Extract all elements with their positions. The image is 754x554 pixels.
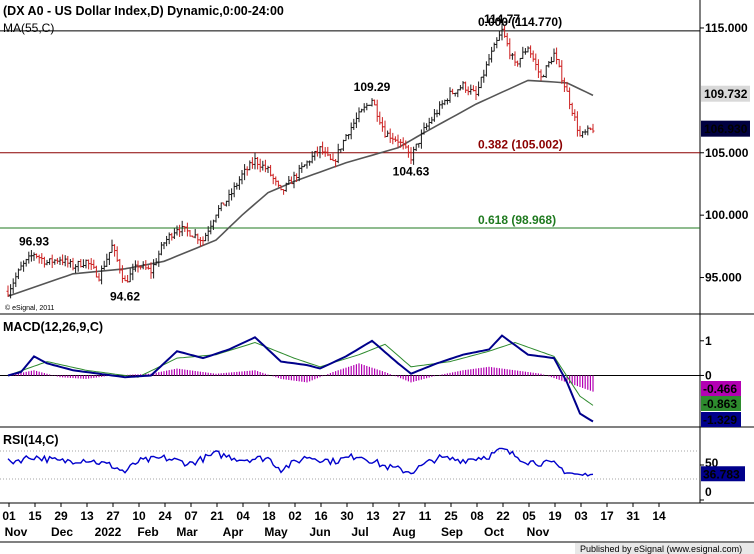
time-tick-label: 29: [54, 509, 68, 523]
time-tick-label: 24: [158, 509, 172, 523]
macd-badge: -1.329: [703, 413, 737, 427]
time-tick-label: 01: [2, 509, 16, 523]
moving-average-line: [7, 79, 594, 298]
esignal-credit: © eSignal, 2011: [5, 304, 55, 312]
macd-signal-line: [7, 341, 594, 406]
chart-title: (DX A0 - US Dollar Index,D) Dynamic,0:00…: [3, 4, 284, 18]
time-tick-label: 25: [444, 509, 458, 523]
time-tick-label: 16: [314, 509, 328, 523]
month-label: Nov: [527, 525, 550, 539]
time-tick-label: 30: [340, 509, 354, 523]
macd-badge: -0.466: [703, 382, 737, 396]
price-badge-bg: [701, 120, 750, 137]
published-credit: Published by eSignal (www.esignal.com): [580, 544, 742, 554]
price-badge-bg: [701, 85, 750, 102]
price-annotation: 104.63: [393, 164, 430, 178]
rsi-line: [7, 447, 594, 477]
month-label: Jul: [351, 525, 368, 539]
time-tick-label: 05: [522, 509, 536, 523]
time-tick-label: 22: [496, 509, 510, 523]
fib-level-0382-label: 0.382 (105.002): [478, 138, 563, 152]
rsi-badge-bg: [701, 466, 745, 482]
month-label: Aug: [392, 525, 415, 539]
macd-line: [7, 334, 594, 423]
time-tick-label: 03: [574, 509, 588, 523]
time-tick-label: 18: [262, 509, 276, 523]
time-tick-label: 04: [236, 509, 250, 523]
month-label: Dec: [51, 525, 73, 539]
time-tick-label: 10: [132, 509, 146, 523]
published-banner: [575, 543, 754, 554]
rsi-y-tick-label: 0: [705, 485, 712, 499]
macd-badge-bg: [701, 381, 741, 396]
time-tick-label: 19: [548, 509, 562, 523]
rsi-badge: 36.783: [703, 467, 740, 481]
rsi-title: RSI(14,C): [3, 433, 59, 447]
month-label: Sep: [441, 525, 463, 539]
fib-level-0618-label: 0.618 (98.968): [478, 213, 556, 227]
macd-y-tick-label: 1: [705, 334, 712, 348]
fib-level-0-label: 0.000 (114.770): [478, 15, 562, 29]
price-annotation: 114.77: [484, 12, 520, 26]
month-label: Nov: [5, 525, 28, 539]
month-label: Oct: [484, 525, 504, 539]
time-tick-label: 21: [210, 509, 224, 523]
macd-title: MACD(12,26,9,C): [3, 320, 103, 334]
month-label: 2022: [95, 525, 122, 539]
month-label: Apr: [223, 525, 244, 539]
price-y-tick-label: 100.000: [705, 208, 749, 222]
price-badge: 106.930: [704, 122, 748, 136]
time-tick-label: 02: [288, 509, 302, 523]
time-tick-label: 31: [626, 509, 640, 523]
time-tick-label: 27: [106, 509, 120, 523]
month-label: May: [264, 525, 288, 539]
price-annotation: 109.29: [354, 80, 391, 94]
time-axis: 01 15 29 13 27 10 24 07 21 04 18 02 16 30 13 27 11 25 08 22…: [2, 503, 666, 539]
time-tick-label: 07: [184, 509, 198, 523]
moving-average-label: MA(55,C): [3, 21, 54, 35]
price-annotation: 96.93: [19, 234, 49, 248]
macd-badge: -0.863: [703, 397, 737, 411]
time-tick-label: 13: [366, 509, 380, 523]
month-label: Jun: [309, 525, 330, 539]
month-label: Feb: [137, 525, 158, 539]
macd-badge-bg: [701, 412, 741, 427]
price-y-tick-label: 95.000: [705, 271, 742, 285]
price-y-tick-label: 115.000: [705, 21, 748, 35]
time-tick-label: 15: [28, 509, 42, 523]
price-badge: 109.732: [704, 87, 748, 101]
time-tick-label: 11: [419, 509, 432, 523]
price-y-tick-label: 105.000: [705, 146, 749, 160]
time-tick-label: 17: [600, 509, 614, 523]
time-tick-label: 27: [392, 509, 406, 523]
time-tick-label: 13: [80, 509, 94, 523]
macd-panel: 1 0-0.466-0.863 -1.329: [0, 334, 741, 427]
macd-badge-bg: [701, 396, 741, 411]
macd-y-tick-label: 0: [705, 368, 712, 382]
time-tick-label: 14: [652, 509, 666, 523]
price-panel: 0.000 (114.770) 0.382 (105.002) 0.618 (98.…: [0, 12, 750, 303]
month-label: Mar: [176, 525, 198, 539]
time-tick-label: 08: [470, 509, 484, 523]
price-annotation: 94.62: [110, 289, 140, 303]
